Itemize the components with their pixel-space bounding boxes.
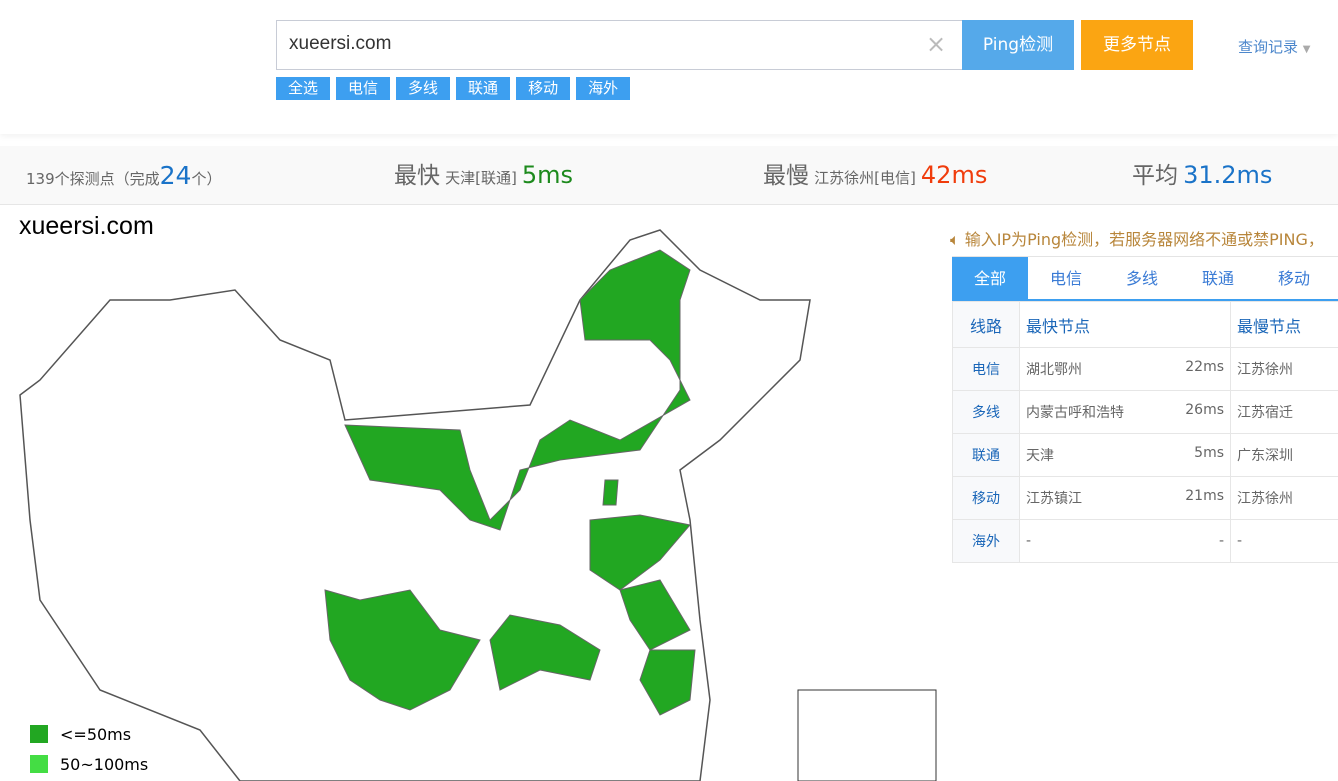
- cell-slow: 江苏徐州: [1230, 476, 1338, 520]
- region-jiangsu: [619, 579, 691, 651]
- cell-fast: 天津 5ms: [1019, 433, 1231, 477]
- legend-label: <=50ms: [60, 724, 132, 744]
- tab-telecom[interactable]: 电信: [1049, 269, 1082, 288]
- cell-line: 电信: [952, 347, 1020, 391]
- more-nodes-button[interactable]: 更多节点: [1081, 20, 1193, 70]
- cell-slow: 江苏宿迁: [1230, 390, 1338, 434]
- fastest-stat: 最快 天津[联通] 5ms: [394, 161, 574, 189]
- cell-fast: 内蒙古呼和浩特 26ms: [1019, 390, 1231, 434]
- clear-icon[interactable]: ×: [926, 30, 947, 58]
- history-dropdown[interactable]: 查询记录 ▼: [1238, 36, 1311, 57]
- results-table: 线路 最快节点 最慢节点 电信 湖北鄂州 22ms 江苏徐州 多线 内蒙古呼和浩特 26ms 江…: [952, 301, 1338, 563]
- tab-unicom[interactable]: 联通: [1201, 269, 1234, 288]
- map-outline: [19, 229, 811, 781]
- legend-swatch-fast: [30, 725, 48, 743]
- stats-bar: 139个探测点（完成24个） 最快 天津[联通] 5ms 最慢 江苏徐州[电信]…: [0, 146, 1338, 205]
- table-row: 移动 江苏镇江 21ms 江苏徐州: [952, 476, 1338, 520]
- region-sichuan: [324, 589, 481, 711]
- region-inner-mongolia: [344, 249, 691, 531]
- chip-multiline[interactable]: 多线: [396, 77, 451, 100]
- cell-slow: -: [1230, 519, 1338, 563]
- cell-slow: 广东深圳: [1230, 433, 1338, 477]
- table-row: 海外 - - -: [952, 519, 1338, 563]
- line-tabs: 全部 电信 多线 联通 移动: [952, 256, 1338, 301]
- south-sea-inset: [797, 689, 937, 781]
- cell-line: 联通: [952, 433, 1020, 477]
- cell-line: 移动: [952, 476, 1020, 520]
- cell-fast: 湖北鄂州 22ms: [1019, 347, 1231, 391]
- region-zhejiang: [639, 649, 696, 716]
- ping-button[interactable]: Ping检测: [962, 20, 1074, 70]
- cell-fast: --: [1019, 519, 1231, 563]
- cell-fast: 江苏镇江 21ms: [1019, 476, 1231, 520]
- search-header: xueersi.com × Ping检测 更多节点 查询记录 ▼ 全选 电信 多…: [0, 0, 1338, 134]
- chip-overseas[interactable]: 海外: [576, 77, 631, 100]
- region-tianjin: [602, 479, 619, 506]
- legend-label: 50~100ms: [60, 754, 149, 774]
- map-legend: <=50ms 50~100ms: [30, 719, 148, 779]
- tab-mobile[interactable]: 移动: [1277, 269, 1310, 288]
- map-title: xueersi.com: [19, 212, 154, 240]
- average-stat: 平均 31.2ms: [1132, 161, 1273, 189]
- notice: 🔈︎ 输入IP为Ping检测，若服务器网络不通或禁PING，: [950, 230, 1324, 249]
- china-map: [19, 229, 937, 781]
- speaker-icon: 🔈︎: [950, 230, 960, 249]
- header-slowest: 最慢节点: [1230, 301, 1338, 348]
- chip-telecom[interactable]: 电信: [336, 77, 391, 100]
- region-shandong: [589, 514, 691, 591]
- region-hubei: [489, 614, 601, 691]
- chip-mobile[interactable]: 移动: [516, 77, 571, 100]
- table-header: 线路 最快节点 最慢节点: [952, 301, 1338, 348]
- domain-input[interactable]: xueersi.com: [276, 20, 962, 70]
- caret-down-icon: ▼: [1302, 44, 1311, 55]
- history-label: 查询记录: [1238, 38, 1299, 56]
- chip-unicom[interactable]: 联通: [456, 77, 511, 100]
- cell-line: 海外: [952, 519, 1020, 563]
- cell-slow: 江苏徐州: [1230, 347, 1338, 391]
- table-row: 多线 内蒙古呼和浩特 26ms 江苏宿迁: [952, 390, 1338, 434]
- probe-count: 139个探测点（完成24个）: [26, 161, 222, 190]
- legend-swatch-mid: [30, 755, 48, 773]
- slowest-stat: 最慢 江苏徐州[电信] 42ms: [763, 161, 988, 189]
- chip-all[interactable]: 全选: [276, 77, 331, 100]
- tab-multiline[interactable]: 多线: [1125, 269, 1158, 288]
- tab-all[interactable]: 全部: [952, 257, 1028, 299]
- table-row: 联通 天津 5ms 广东深圳: [952, 433, 1338, 477]
- header-fastest: 最快节点: [1019, 301, 1231, 348]
- header-line: 线路: [952, 301, 1020, 348]
- cell-line: 多线: [952, 390, 1020, 434]
- table-row: 电信 湖北鄂州 22ms 江苏徐州: [952, 347, 1338, 391]
